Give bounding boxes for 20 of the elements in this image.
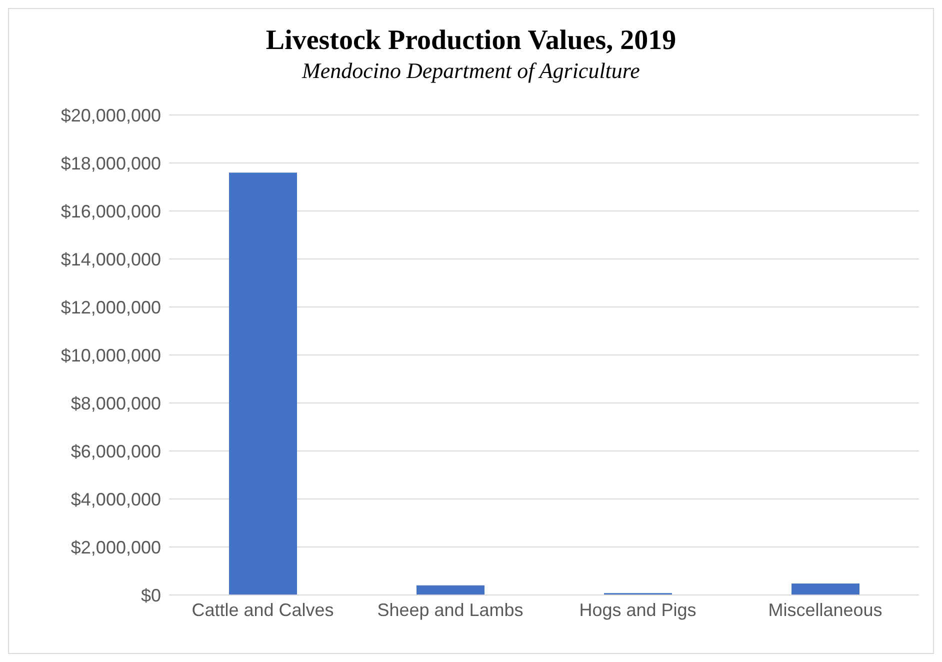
x-tick-label: Sheep and Lambs [377, 600, 524, 620]
x-tick-label: Hogs and Pigs [579, 600, 696, 620]
y-tick-label: $14,000,000 [60, 249, 161, 270]
y-tick-label: $10,000,000 [60, 345, 161, 366]
y-tick-label: $20,000,000 [60, 105, 161, 126]
bar [792, 583, 860, 595]
y-tick-label: $8,000,000 [70, 393, 161, 414]
x-tick-label: Cattle and Calves [192, 600, 334, 620]
chart-subtitle: Mendocino Department of Agriculture [300, 57, 641, 85]
bar [416, 585, 484, 595]
y-tick-label: $16,000,000 [60, 201, 161, 222]
bar [229, 172, 297, 595]
y-tick-label: $4,000,000 [70, 489, 161, 510]
y-tick-label: $6,000,000 [70, 441, 161, 462]
y-tick-label: $2,000,000 [70, 537, 161, 558]
y-tick-label: $18,000,000 [60, 153, 161, 174]
x-tick-label: Miscellaneous [768, 600, 882, 620]
y-tick-label: $0 [140, 585, 161, 606]
y-tick-label: $12,000,000 [60, 297, 161, 318]
chart-title: Livestock Production Values, 2019 [264, 25, 678, 57]
